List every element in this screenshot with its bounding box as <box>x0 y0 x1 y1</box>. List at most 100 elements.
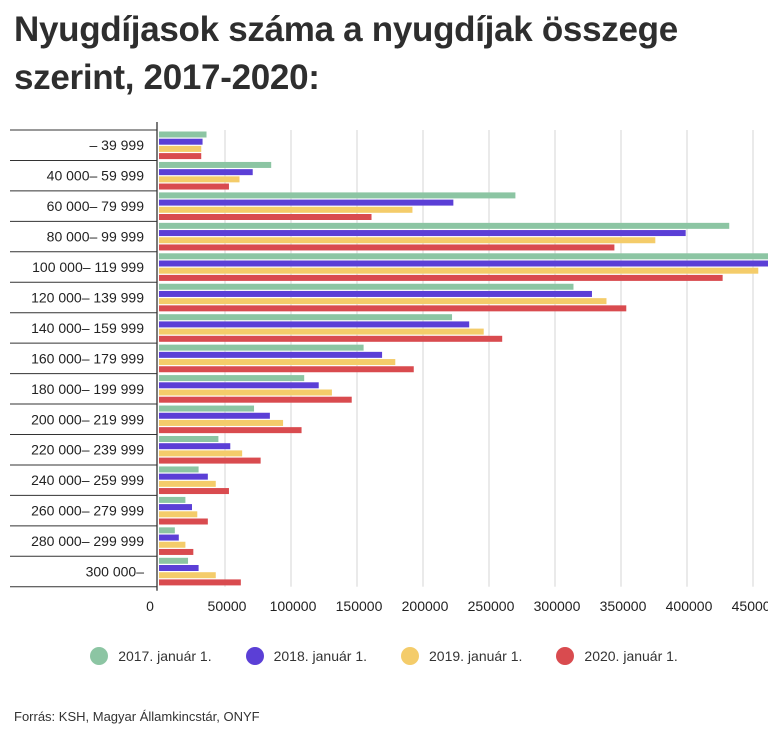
bar <box>159 244 615 251</box>
x-tick-label: 350000 <box>600 598 647 614</box>
bar <box>159 274 723 281</box>
category-label: 260 000– 279 999 <box>31 503 144 519</box>
bar <box>159 206 413 213</box>
category-label: 180 000– 199 999 <box>31 381 144 397</box>
bar <box>159 321 470 328</box>
x-tick-label: 250000 <box>468 598 515 614</box>
bar <box>159 473 208 480</box>
bar <box>159 351 383 358</box>
category-label: 240 000– 259 999 <box>31 472 144 488</box>
x-tick-label: 200000 <box>402 598 449 614</box>
bar <box>159 161 272 168</box>
chart-title: Nyugdíjasok száma a nyugdíjak összege sz… <box>14 10 678 97</box>
bar <box>159 541 186 548</box>
bar <box>159 169 253 176</box>
bar <box>159 237 656 244</box>
bar <box>159 253 768 260</box>
bar <box>159 267 759 274</box>
bar <box>159 496 186 503</box>
category-label: 60 000– 79 999 <box>47 198 145 214</box>
bar <box>159 290 592 297</box>
bar <box>159 192 516 199</box>
bar <box>159 565 199 571</box>
bar <box>159 443 231 450</box>
bar <box>159 138 203 145</box>
category-label: 160 000– 179 999 <box>31 350 144 366</box>
category-label: 280 000– 299 999 <box>31 533 144 549</box>
bar <box>159 131 207 138</box>
bar <box>159 260 768 267</box>
bar <box>159 283 574 290</box>
legend-label: 2019. január 1. <box>429 648 523 664</box>
x-tick-label: 150000 <box>336 598 383 614</box>
bar <box>159 298 607 305</box>
legend-swatch <box>90 647 109 665</box>
bar <box>159 153 202 160</box>
category-label: 220 000– 239 999 <box>31 442 144 458</box>
category-label: 80 000– 99 999 <box>47 229 145 245</box>
bar <box>159 518 208 525</box>
bar <box>159 534 179 541</box>
bar <box>159 511 198 518</box>
bar <box>159 183 229 190</box>
bar <box>159 579 241 586</box>
x-tick-label: 100000 <box>270 598 317 614</box>
x-tick-label: 450000 <box>732 598 768 614</box>
bar <box>159 314 453 321</box>
bar <box>159 548 194 555</box>
bar <box>159 344 364 351</box>
bar <box>159 328 484 335</box>
bar <box>159 335 503 342</box>
bar <box>159 230 686 237</box>
bar <box>159 396 352 403</box>
category-label: 140 000– 159 999 <box>31 320 144 336</box>
bar <box>159 145 202 152</box>
bar <box>159 305 627 312</box>
bar <box>159 427 302 434</box>
x-tick-label: 0 <box>146 598 154 614</box>
bar <box>159 375 305 382</box>
legend-swatch <box>401 647 419 665</box>
bar <box>159 199 454 206</box>
bar <box>159 176 240 183</box>
bar <box>159 359 396 366</box>
bar <box>159 457 261 464</box>
legend-item: 2020. január 1. <box>556 647 678 665</box>
legend-label: 2018. január 1. <box>273 648 367 664</box>
legend-item: 2017. január 1. <box>90 647 212 665</box>
category-label: 300 000– <box>86 564 145 580</box>
legend-swatch <box>556 647 575 665</box>
legend-item: 2019. január 1. <box>401 647 522 665</box>
legend-swatch <box>245 647 264 665</box>
bar <box>159 366 414 373</box>
bar <box>159 382 319 389</box>
category-label: – 39 999 <box>90 137 145 153</box>
bar <box>159 557 189 564</box>
bar <box>159 504 192 511</box>
bar <box>159 527 175 534</box>
bar-chart: – 39 999 40 000– 59 999 60 000– 79 999 80 0… <box>10 122 768 614</box>
bar <box>159 466 199 473</box>
source-note: Forrás: KSH, Magyar Államkincstár, ONYF <box>14 709 260 724</box>
legend-label: 2020. január 1. <box>584 648 678 664</box>
category-label: 120 000– 139 999 <box>31 289 144 305</box>
legend-item: 2018. január 1. <box>245 647 367 665</box>
bar <box>159 480 216 487</box>
x-tick-label: 50000 <box>208 598 247 614</box>
bar <box>159 222 730 229</box>
category-label: 200 000– 219 999 <box>31 411 144 427</box>
bar <box>159 436 219 442</box>
bar <box>159 389 332 396</box>
bar <box>159 419 284 426</box>
bar <box>159 405 255 412</box>
bar <box>159 450 243 457</box>
x-tick-label: 400000 <box>666 598 713 614</box>
bar <box>159 214 372 220</box>
bar <box>159 572 216 579</box>
chart-legend: 2017. január 1. 2018. január 1. 2019. janu… <box>0 644 768 668</box>
bar <box>159 412 270 419</box>
category-label: 100 000– 119 999 <box>32 259 144 275</box>
legend-label: 2017. január 1. <box>118 648 212 664</box>
bar <box>159 488 229 495</box>
x-tick-label: 300000 <box>534 598 581 614</box>
